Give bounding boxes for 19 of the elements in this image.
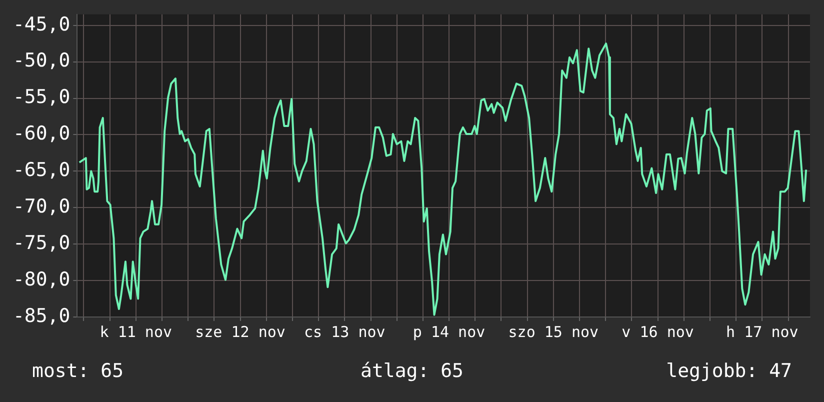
y-tick-label: -85,0: [12, 304, 70, 327]
x-tick-label: cs 13 nov: [304, 322, 386, 341]
x-tick-label: h 17 nov: [726, 322, 798, 341]
text: most: 65: [32, 360, 124, 382]
y-tick-label: -65,0: [12, 159, 70, 182]
x-tick-label: p 14 nov: [412, 322, 486, 341]
y-tick-label: -45,0: [12, 13, 70, 36]
x-tick-label: szo 15 nov: [508, 322, 599, 341]
text: átlag: 65: [360, 360, 464, 382]
y-tick-label: -70,0: [12, 196, 70, 218]
x-tick-label: k 11 nov: [100, 322, 172, 341]
y-tick-label: -75,0: [12, 232, 70, 254]
y-tick-label: -80,0: [12, 268, 70, 290]
y-tick-label: -60,0: [12, 122, 70, 145]
x-tick-label: sze 12 nov: [195, 322, 286, 341]
text: legjobb: 47: [666, 360, 792, 382]
y-tick-label: -55,0: [12, 86, 70, 108]
y-tick-label: -50,0: [12, 50, 70, 72]
x-tick-label: v 16 nov: [622, 322, 694, 341]
